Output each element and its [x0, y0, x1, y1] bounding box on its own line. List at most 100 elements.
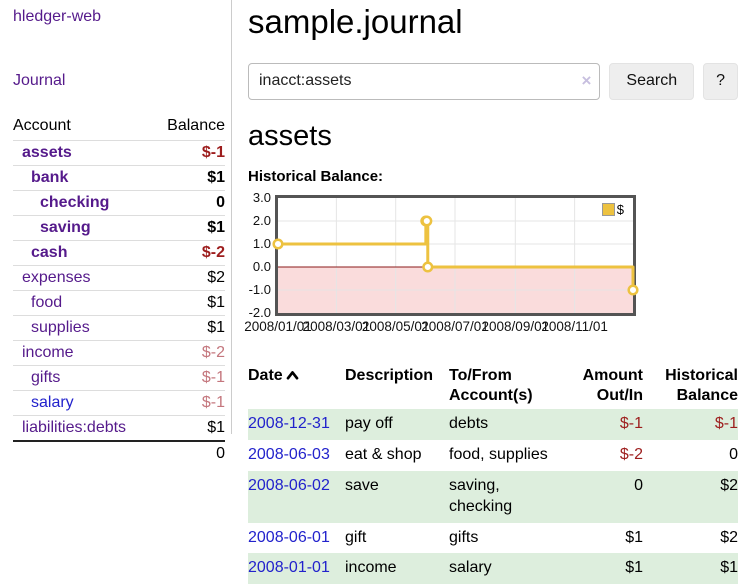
transaction-date-link[interactable]: 2008-01-01: [248, 559, 330, 577]
sidebar-account-link[interactable]: liabilities:debts: [22, 419, 127, 436]
date-column-header[interactable]: Date: [248, 364, 345, 409]
account-row: expenses $2: [13, 265, 225, 291]
sidebar-accounts-header: Account Balance: [13, 115, 225, 141]
register-header-row: Date Description To/From Account(s) Amou…: [248, 364, 738, 409]
account-row: assets $-1: [13, 140, 225, 166]
data-point-marker: [272, 238, 284, 250]
account-row: gifts $-1: [13, 365, 225, 391]
y-tick-label: 1.0: [252, 236, 271, 252]
y-tick-label: -1.0: [248, 282, 271, 298]
account-balance: $1: [207, 419, 225, 436]
account-balance: $-2: [201, 344, 225, 361]
account-balance: $-1: [201, 394, 225, 411]
legend-label: $: [616, 202, 624, 218]
transaction-description: income: [345, 559, 397, 577]
transaction-accounts: gifts: [449, 528, 479, 546]
search-input-wrapper: ×: [248, 62, 601, 100]
transaction-date-link[interactable]: 2008-06-01: [248, 528, 330, 546]
sidebar-total-balance: 0: [216, 445, 225, 462]
y-tick-label: 3.0: [252, 190, 271, 206]
balance-chart-svg: [272, 198, 639, 314]
y-tick-label: 2.0: [252, 213, 271, 229]
transaction-row: 2008-06-02 save saving, checking 0 $2: [248, 470, 738, 523]
x-tick-label: 2008/01/01: [244, 319, 312, 335]
transaction-date-link[interactable]: 2008-06-02: [248, 476, 330, 494]
account-column-header: Account: [13, 117, 71, 134]
sidebar-accounts-table: Account Balance assets $-1 bank $1 checking 0…: [13, 115, 225, 469]
balance-column-header: Historical Balance: [665, 367, 738, 405]
account-balance: $1: [207, 169, 225, 186]
sidebar-account-link[interactable]: salary: [31, 394, 74, 411]
transaction-row: 2008-01-01 income salary $1 $1: [248, 553, 738, 584]
data-point-marker: [421, 215, 433, 227]
account-row: income $-2: [13, 340, 225, 366]
sidebar-account-link[interactable]: food: [31, 294, 63, 311]
sidebar-account-link[interactable]: cash: [31, 244, 68, 261]
transaction-accounts: debts: [449, 415, 489, 433]
transaction-date-link[interactable]: 2008-12-31: [248, 415, 330, 433]
x-tick-label: 2008/05/01: [361, 319, 430, 335]
search-form: × Search ?: [248, 62, 738, 100]
transaction-row: 2008-12-31 pay off debts $-1 $-1: [248, 409, 738, 441]
sidebar-account-link[interactable]: expenses: [22, 269, 91, 286]
sidebar-account-link[interactable]: assets: [22, 144, 72, 161]
historical-balance-chart: 3.0 2.0 1.0 0.0 -1.0 -2.0 $ 2008/01/01 2008/03…: [244, 190, 639, 341]
sidebar-account-link[interactable]: saving: [40, 219, 91, 236]
transaction-date-link[interactable]: 2008-06-03: [248, 446, 330, 464]
transaction-accounts: saving, checking: [449, 476, 513, 515]
search-button[interactable]: Search: [609, 62, 695, 100]
account-balance: $1: [207, 219, 225, 236]
account-row: saving $1: [13, 215, 225, 241]
total-row-spacer: [13, 441, 153, 469]
account-row: salary $-1: [13, 390, 225, 416]
sidebar-account-link[interactable]: income: [22, 344, 74, 361]
sidebar-account-link[interactable]: checking: [40, 194, 110, 211]
help-button[interactable]: ?: [703, 62, 738, 100]
account-title: assets: [248, 119, 332, 152]
account-row: bank $1: [13, 165, 225, 191]
transaction-description: gift: [345, 528, 367, 546]
transaction-amount: 0: [634, 476, 643, 494]
brand-link[interactable]: hledger-web: [13, 8, 102, 25]
transaction-amount: $-2: [619, 446, 643, 464]
account-balance: $-1: [201, 369, 225, 386]
transaction-accounts: salary: [449, 559, 492, 577]
sidebar-account-link[interactable]: gifts: [31, 369, 61, 386]
account-balance: $2: [207, 269, 225, 286]
register-body: 2008-12-31 pay off debts $-1 $-1 2008-06-03 ea…: [248, 409, 738, 584]
chevron-up-icon: [286, 371, 299, 380]
transaction-balance: $-1: [714, 415, 738, 433]
account-balance: $-1: [201, 144, 225, 161]
account-balance: $1: [207, 294, 225, 311]
account-balance: $-2: [201, 244, 225, 261]
sidebar-accounts-body: assets $-1 bank $1 checking 0 saving $1 cash $-2 e…: [13, 140, 225, 442]
search-input[interactable]: [248, 62, 601, 100]
account-row: supplies $1: [13, 315, 225, 341]
account-balance: $1: [207, 319, 225, 336]
sidebar-account-link[interactable]: bank: [31, 169, 69, 186]
transaction-description: save: [345, 476, 379, 494]
x-tick-label: 2008/03/01: [302, 319, 371, 335]
nav-journal-link[interactable]: Journal: [13, 72, 66, 89]
register-table: Date Description To/From Account(s) Amou…: [248, 364, 738, 584]
sidebar: hledger-web Journal Account Balance asse…: [0, 0, 232, 462]
sidebar-account-link[interactable]: supplies: [31, 319, 90, 336]
clear-search-icon[interactable]: ×: [581, 70, 592, 90]
transaction-balance: $2: [720, 476, 738, 494]
sidebar-total-row: 0: [13, 441, 225, 469]
transaction-row: 2008-06-03 eat & shop food, supplies $-2 0: [248, 440, 738, 471]
transaction-amount: $1: [625, 559, 643, 577]
data-point-marker: [627, 284, 639, 296]
chart-plot-area[interactable]: [272, 195, 639, 317]
y-tick-label: 0.0: [252, 259, 271, 275]
transaction-row: 2008-06-01 gift gifts $1 $2: [248, 523, 738, 554]
x-tick-label: 2008/09/01: [481, 319, 550, 335]
accounts-column-header: To/From Account(s): [449, 367, 533, 405]
transaction-description: pay off: [345, 415, 393, 433]
transaction-accounts: food, supplies: [449, 446, 548, 464]
main-content: sample.journal × Search ? assets Histori…: [244, 2, 738, 584]
page-title: sample.journal: [248, 3, 463, 40]
account-balance: 0: [216, 194, 225, 211]
chart-title: Historical Balance:: [248, 168, 384, 186]
transaction-balance: $1: [720, 559, 738, 577]
